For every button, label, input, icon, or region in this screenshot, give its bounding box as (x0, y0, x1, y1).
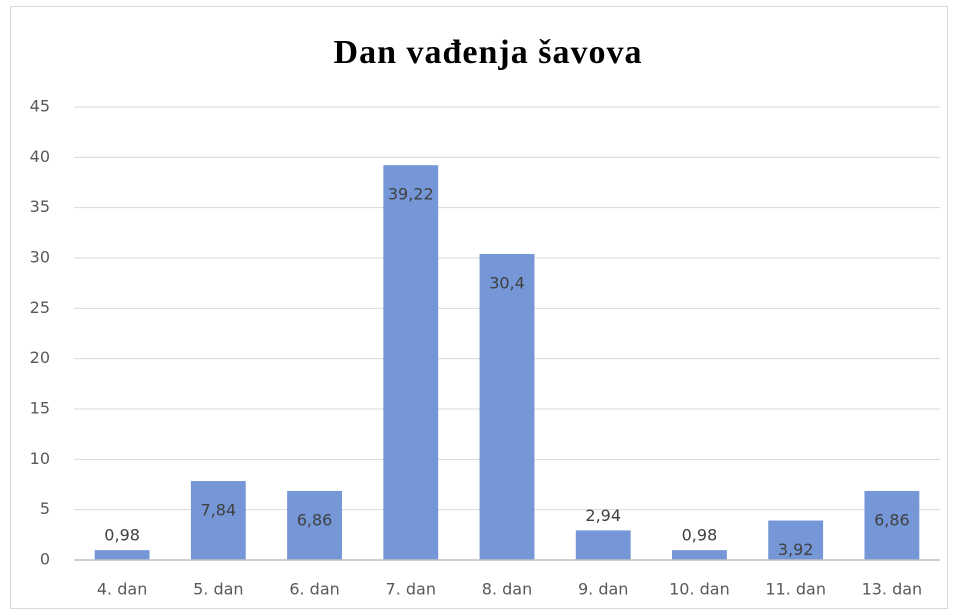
data-label: 7,84 (201, 501, 237, 520)
x-tick-label: 9. dan (578, 580, 628, 599)
x-tick-label: 11. dan (765, 580, 826, 599)
bar (479, 253, 535, 560)
bar (864, 490, 920, 560)
bar (383, 165, 439, 560)
chart-border (10, 6, 948, 609)
data-label: 6,86 (297, 510, 333, 529)
x-tick-label: 13. dan (862, 580, 923, 599)
data-label: 0,98 (682, 526, 718, 545)
x-tick-label: 6. dan (289, 580, 339, 599)
data-label: 30,4 (489, 273, 525, 292)
x-tick-label: 7. dan (386, 580, 436, 599)
data-label: 3,92 (778, 540, 814, 559)
y-tick-label: 20 (30, 348, 50, 367)
data-label: 2,94 (585, 506, 621, 525)
data-label: 0,98 (104, 526, 140, 545)
bar (287, 490, 342, 560)
y-tick-label: 10 (30, 449, 50, 468)
x-tick-label: 10. dan (669, 580, 730, 599)
chart-title: Dan vađenja šavova (334, 34, 643, 71)
y-tick-label: 40 (30, 147, 50, 166)
x-tick-label: 8. dan (482, 580, 532, 599)
y-tick-label: 0 (40, 550, 50, 569)
bar (190, 481, 246, 560)
y-tick-label: 30 (30, 248, 50, 267)
y-tick-label: 35 (30, 197, 50, 216)
data-label: 39,22 (388, 185, 434, 204)
y-tick-label: 45 (30, 97, 50, 116)
bar (672, 550, 727, 560)
bar (94, 550, 150, 560)
y-tick-label: 15 (30, 399, 50, 418)
x-tick-label: 4. dan (97, 580, 147, 599)
bar (575, 530, 631, 560)
y-tick-label: 25 (30, 298, 50, 317)
data-label: 6,86 (874, 510, 910, 529)
x-tick-label: 5. dan (193, 580, 243, 599)
bar (768, 520, 824, 560)
y-tick-label: 5 (40, 499, 50, 518)
